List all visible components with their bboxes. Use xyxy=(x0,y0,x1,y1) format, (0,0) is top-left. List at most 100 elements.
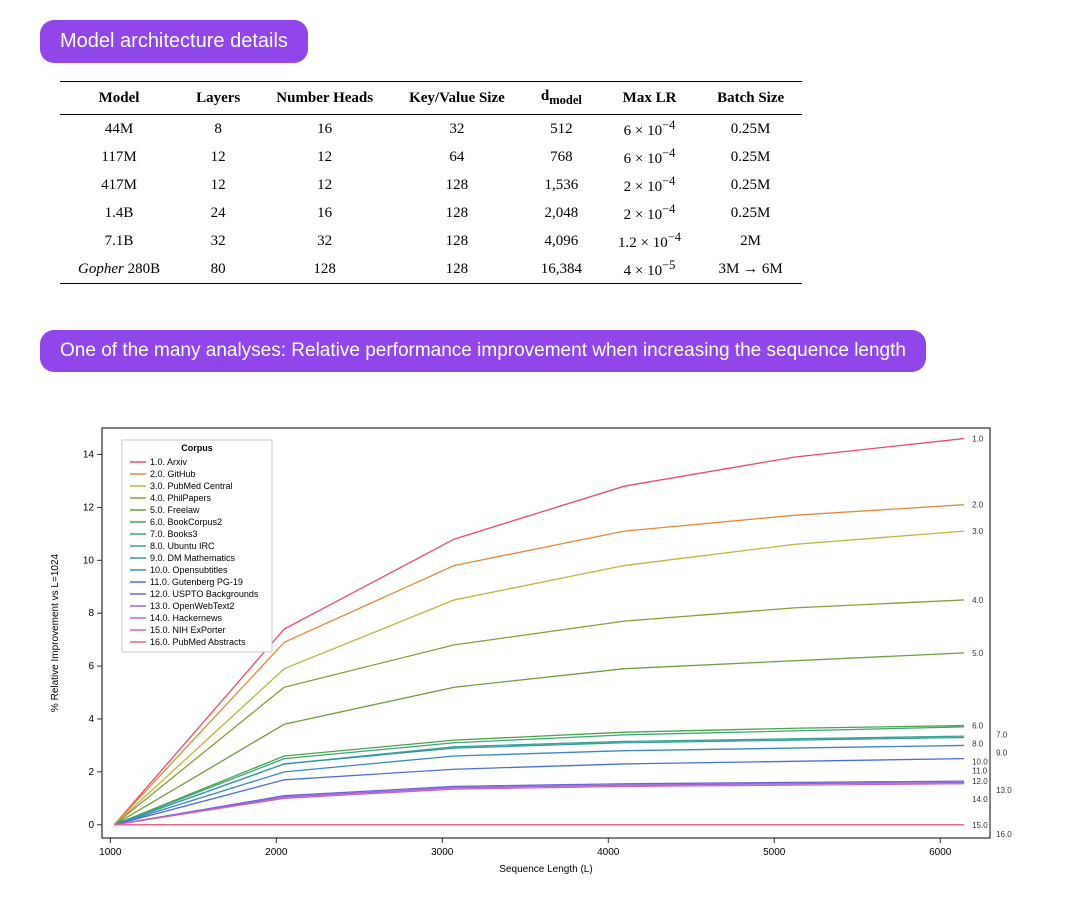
table-row: 7.1B32321284,0961.2 × 10−42M xyxy=(60,227,802,255)
svg-text:14: 14 xyxy=(83,449,95,460)
table-row: 117M1212647686 × 10−40.25M xyxy=(60,143,802,171)
series-end-label: 3.0 xyxy=(972,527,984,536)
svg-text:6: 6 xyxy=(88,661,94,672)
series-end-label: 5.0 xyxy=(972,649,984,658)
table-header: Model xyxy=(60,82,178,115)
svg-text:Corpus: Corpus xyxy=(181,443,213,453)
table-cell: 3M → 6M xyxy=(699,255,802,284)
table-cell: 128 xyxy=(391,255,523,284)
performance-chart: 0 2 4 6 8 10 12 14 1000 2000 3000 4000 5000 6000 Seque… xyxy=(40,408,1040,888)
table-cell: 417M xyxy=(60,171,178,199)
legend-item: 11.0. Gutenberg PG-19 xyxy=(150,577,243,587)
table-cell: 4 × 10−5 xyxy=(600,255,699,284)
series-end-label: 7.0 xyxy=(996,731,1008,740)
architecture-table: ModelLayersNumber HeadsKey/Value Sizedmo… xyxy=(60,81,802,284)
svg-text:10: 10 xyxy=(83,555,95,566)
table-cell: 8 xyxy=(178,115,258,144)
svg-text:8: 8 xyxy=(88,608,94,619)
table-cell: 768 xyxy=(523,143,600,171)
table-cell: 1.4B xyxy=(60,199,178,227)
legend-item: 9.0. DM Mathematics xyxy=(150,553,236,563)
series-end-label: 9.0 xyxy=(996,749,1008,758)
table-row: 1.4B24161282,0482 × 10−40.25M xyxy=(60,199,802,227)
table-cell: 16 xyxy=(258,199,391,227)
series-end-label: 11.0 xyxy=(972,767,988,776)
svg-text:3000: 3000 xyxy=(431,847,454,858)
table-cell: 6 × 10−4 xyxy=(600,115,699,144)
table-cell: 6 × 10−4 xyxy=(600,143,699,171)
table-cell: 12 xyxy=(178,171,258,199)
table-row: 44M816325126 × 10−40.25M xyxy=(60,115,802,144)
table-cell: 128 xyxy=(391,199,523,227)
table-cell: 32 xyxy=(178,227,258,255)
table-cell: 128 xyxy=(258,255,391,284)
series-end-label: 10.0 xyxy=(972,758,988,767)
table-header: Key/Value Size xyxy=(391,82,523,115)
table-cell: 117M xyxy=(60,143,178,171)
svg-text:2000: 2000 xyxy=(265,847,288,858)
svg-text:% Relative Improvement vs L=10: % Relative Improvement vs L=1024 xyxy=(50,553,61,712)
svg-text:6000: 6000 xyxy=(929,847,952,858)
table-cell: 0.25M xyxy=(699,115,802,144)
legend-item: 7.0. Books3 xyxy=(150,529,198,539)
series-end-label: 6.0 xyxy=(972,722,984,731)
svg-text:0: 0 xyxy=(88,820,94,831)
table-cell: Gopher 280B xyxy=(60,255,178,284)
table-cell: 128 xyxy=(391,227,523,255)
series-end-label: 4.0 xyxy=(972,596,984,605)
legend-item: 8.0. Ubuntu IRC xyxy=(150,541,215,551)
series-end-label: 2.0 xyxy=(972,501,984,510)
table-cell: 12 xyxy=(178,143,258,171)
svg-text:1000: 1000 xyxy=(99,847,122,858)
series-end-label: 1.0 xyxy=(972,435,984,444)
svg-text:4: 4 xyxy=(88,714,94,725)
legend-item: 12.0. USPTO Backgrounds xyxy=(150,589,259,599)
legend-item: 16.0. PubMed Abstracts xyxy=(150,637,246,647)
svg-text:12: 12 xyxy=(83,502,95,513)
table-cell: 44M xyxy=(60,115,178,144)
table-header: dmodel xyxy=(523,82,600,115)
series-end-label: 14.0 xyxy=(972,795,988,804)
table-cell: 2,048 xyxy=(523,199,600,227)
legend-item: 3.0. PubMed Central xyxy=(150,481,233,491)
table-cell: 32 xyxy=(258,227,391,255)
table-cell: 1,536 xyxy=(523,171,600,199)
table-cell: 16,384 xyxy=(523,255,600,284)
svg-text:Sequence Length (L): Sequence Length (L) xyxy=(499,864,592,875)
table-cell: 32 xyxy=(391,115,523,144)
table-cell: 2 × 10−4 xyxy=(600,171,699,199)
table-cell: 80 xyxy=(178,255,258,284)
legend-item: 14.0. Hackernews xyxy=(150,613,223,623)
table-header: Batch Size xyxy=(699,82,802,115)
legend-item: 15.0. NIH ExPorter xyxy=(150,625,226,635)
legend-item: 2.0. GitHub xyxy=(150,469,196,479)
table-cell: 0.25M xyxy=(699,199,802,227)
architecture-heading: Model architecture details xyxy=(40,20,308,63)
series-end-label: 13.0 xyxy=(996,786,1012,795)
legend-item: 5.0. Freelaw xyxy=(150,505,200,515)
table-header: Layers xyxy=(178,82,258,115)
table-cell: 12 xyxy=(258,143,391,171)
analysis-heading: One of the many analyses: Relative perfo… xyxy=(40,330,926,372)
table-cell: 128 xyxy=(391,171,523,199)
svg-text:2: 2 xyxy=(88,767,94,778)
legend-item: 13.0. OpenWebText2 xyxy=(150,601,234,611)
table-row: Gopher 280B8012812816,3844 × 10−53M → 6M xyxy=(60,255,802,284)
table-cell: 4,096 xyxy=(523,227,600,255)
legend-item: 1.0. Arxiv xyxy=(150,457,188,467)
legend-item: 4.0. PhilPapers xyxy=(150,493,212,503)
series-end-label: 8.0 xyxy=(972,740,984,749)
series-end-label: 15.0 xyxy=(972,821,988,830)
svg-text:4000: 4000 xyxy=(597,847,620,858)
table-cell: 512 xyxy=(523,115,600,144)
legend-item: 6.0. BookCorpus2 xyxy=(150,517,222,527)
table-cell: 1.2 × 10−4 xyxy=(600,227,699,255)
table-cell: 0.25M xyxy=(699,171,802,199)
table-cell: 2M xyxy=(699,227,802,255)
svg-text:5000: 5000 xyxy=(763,847,786,858)
table-row: 417M12121281,5362 × 10−40.25M xyxy=(60,171,802,199)
table-cell: 7.1B xyxy=(60,227,178,255)
chart-svg: 0 2 4 6 8 10 12 14 1000 2000 3000 4000 5000 6000 Seque… xyxy=(40,418,1040,878)
table-header: Max LR xyxy=(600,82,699,115)
table-cell: 12 xyxy=(258,171,391,199)
